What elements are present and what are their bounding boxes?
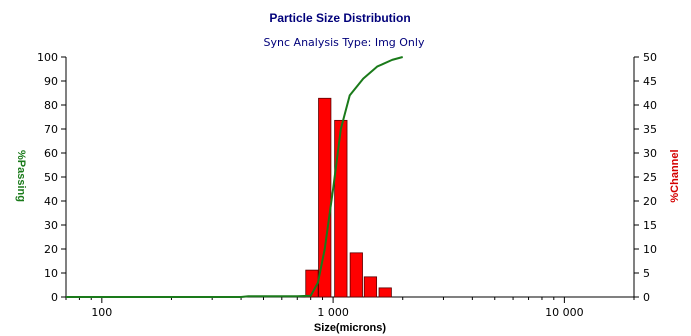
y-right-tick-label: 5	[643, 267, 650, 280]
y-right-tick-label: 25	[643, 171, 657, 184]
y-axis-right-label: %Channel	[669, 149, 681, 202]
y-right-tick-label: 15	[643, 219, 657, 232]
y-right-tick-label: 0	[643, 291, 650, 304]
y-left-tick-label: 80	[44, 99, 58, 112]
chart-title: Particle Size Distribution	[269, 11, 410, 25]
y-right-tick-label: 45	[643, 75, 657, 88]
y-left-tick-label: 10	[44, 267, 58, 280]
chart-subtitle: Sync Analysis Type: Img Only	[264, 36, 425, 49]
channel-bar	[349, 252, 363, 298]
y-left-tick-label: 70	[44, 123, 58, 136]
y-right-tick-label: 50	[643, 51, 657, 64]
x-tick-label: 100	[91, 306, 112, 319]
y-axis-left-label: %Passing	[15, 150, 27, 202]
tick-labels: 0 10 20 30 40 50 60 70 80 90 100 0 5 10 15 20 25 30 35 40 45…	[37, 51, 657, 319]
y-left-tick-label: 60	[44, 147, 58, 160]
y-right-tick-label: 10	[643, 243, 657, 256]
y-left-tick-label: 40	[44, 195, 58, 208]
y-right-tick-label: 35	[643, 123, 657, 136]
x-tick-label: 10 000	[545, 306, 584, 319]
channel-bar	[363, 276, 378, 298]
y-left-tick-label: 30	[44, 219, 58, 232]
channel-bars	[305, 97, 392, 298]
passing-curve	[66, 56, 403, 298]
y-left-tick-label: 100	[37, 51, 58, 64]
y-right-tick-label: 20	[643, 195, 657, 208]
y-left-tick-label: 50	[44, 171, 58, 184]
y-right-tick-label: 40	[643, 99, 657, 112]
y-left-tick-label: 20	[44, 243, 58, 256]
channel-bar	[378, 287, 392, 298]
y-right-tick-label: 30	[643, 147, 657, 160]
y-left-tick-label: 0	[51, 291, 58, 304]
x-axis-label: Size(microns)	[314, 322, 386, 334]
channel-bar	[334, 119, 348, 298]
passing-line	[66, 56, 403, 298]
x-tick-label: 1 000	[317, 306, 349, 319]
y-left-tick-label: 90	[44, 75, 58, 88]
